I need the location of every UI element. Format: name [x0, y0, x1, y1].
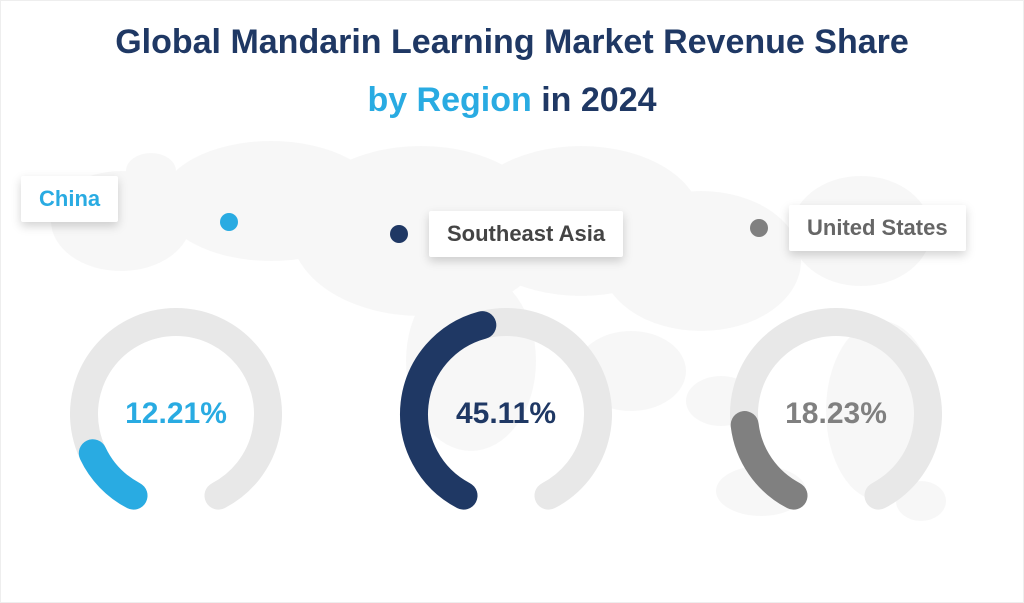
donut-china: 12.21% [61, 299, 291, 529]
chart-canvas: Global Mandarin Learning Market Revenue … [0, 0, 1024, 603]
region-label-sea: Southeast Asia [429, 211, 623, 257]
donut-percent-china: 12.21% [61, 299, 291, 529]
donut-us: 18.23% [721, 299, 951, 529]
region-label-china: China [21, 176, 118, 222]
legend-dot-us [750, 219, 768, 237]
region-label-us: United States [789, 205, 966, 251]
donut-percent-us: 18.23% [721, 299, 951, 529]
chart-title-line2: by Region in 2024 [1, 81, 1023, 120]
legend-dot-china [220, 213, 238, 231]
donut-sea: 45.11% [391, 299, 621, 529]
donut-percent-sea: 45.11% [391, 299, 621, 529]
chart-title-line1: Global Mandarin Learning Market Revenue … [1, 23, 1023, 62]
legend-dot-sea [390, 225, 408, 243]
